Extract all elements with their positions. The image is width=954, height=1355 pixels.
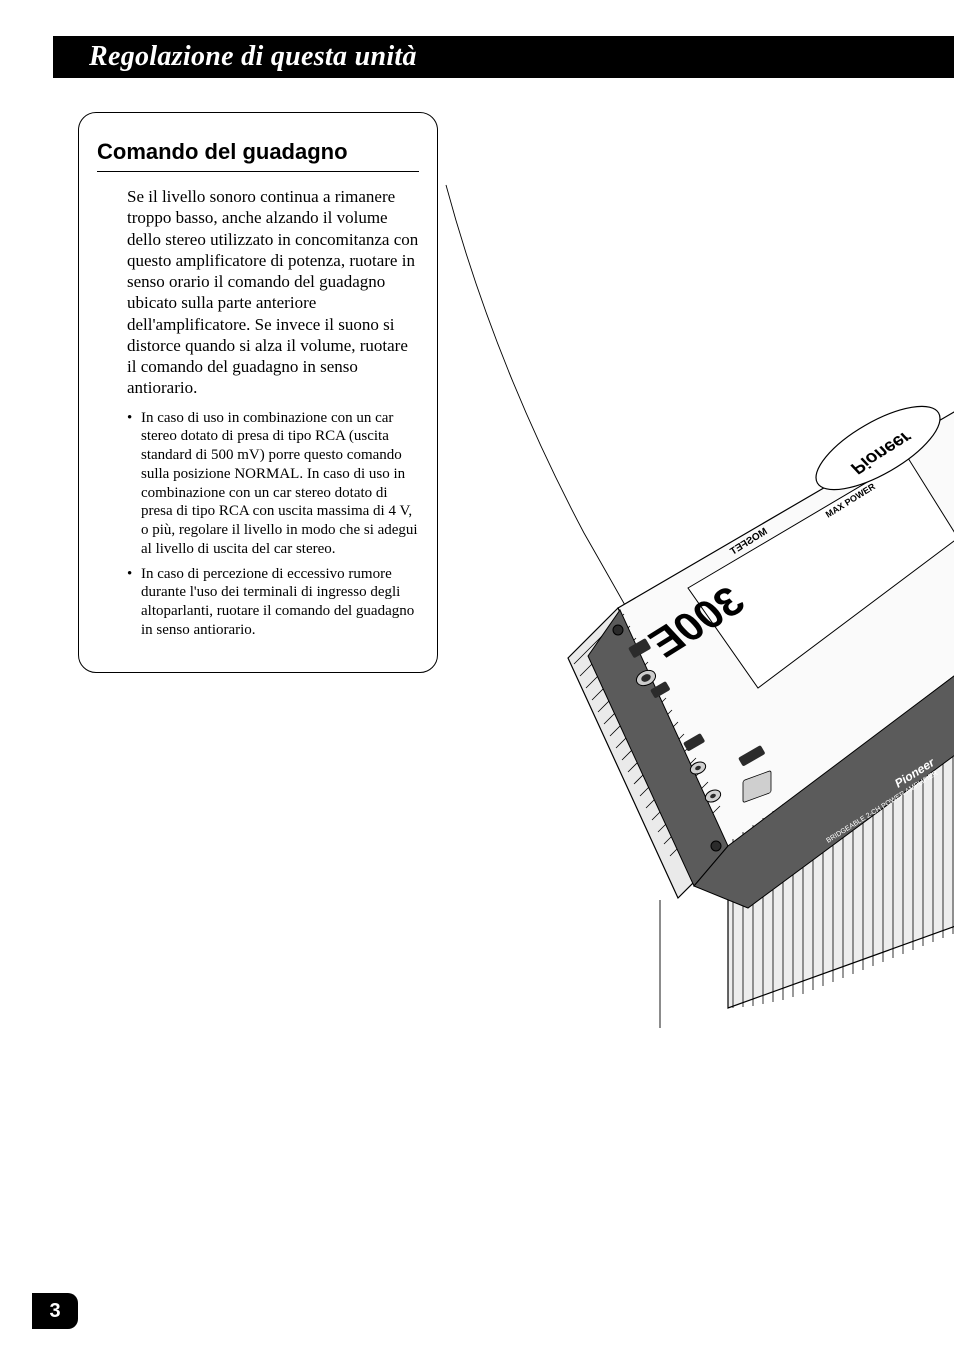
bullet-list: In caso di uso in combinazione con un ca… [127,409,419,640]
page-title: Regolazione di questa unità [89,41,417,73]
header-bar: Regolazione di questa unità [53,36,954,78]
list-item: In caso di percezione di eccessivo rumor… [127,565,419,640]
section-body: Se il livello sonoro continua a rimanere… [127,186,419,399]
amplifier-illustration: Pioneer MOSFET MAX POWER 300E BRIDGEABLE… [558,378,954,1028]
section-heading: Comando del guadagno [97,139,419,172]
page-number-value: 3 [49,1300,60,1323]
list-item: In caso di uso in combinazione con un ca… [127,409,419,559]
page-number: 3 [32,1293,78,1329]
content-card: Comando del guadagno Se il livello sonor… [78,112,438,673]
